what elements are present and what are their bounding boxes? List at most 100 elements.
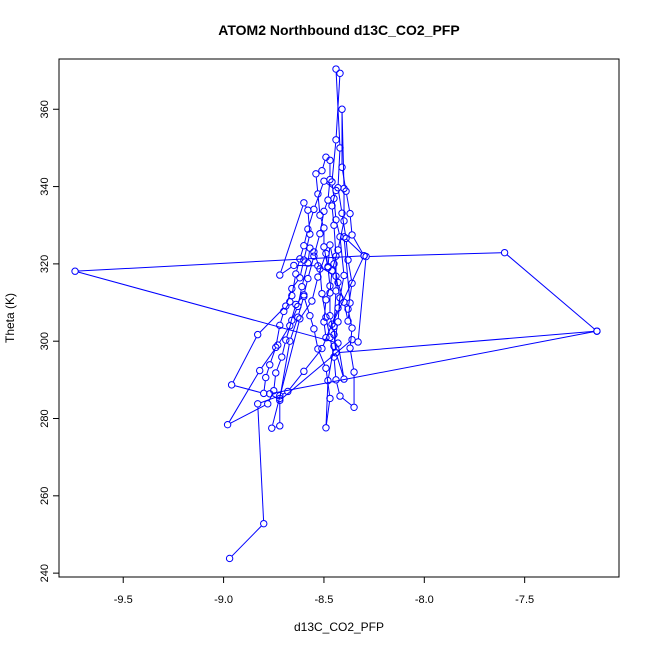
data-point — [306, 311, 314, 320]
data-point — [300, 242, 308, 250]
series-segment — [304, 299, 310, 313]
data-point — [286, 298, 294, 306]
data-point — [296, 315, 304, 323]
data-point — [314, 273, 322, 281]
data-point — [225, 554, 234, 563]
data-point — [308, 297, 316, 305]
data-point — [334, 304, 342, 312]
data-point — [500, 248, 509, 257]
y-axis-label: Theta (K) — [3, 293, 17, 343]
x-axis: -9.5 -9.0 -8.5 -8.0 -7.5 — [114, 577, 534, 606]
series-segment — [301, 303, 311, 317]
series-segment — [275, 328, 280, 345]
series-segment — [272, 322, 300, 425]
series-segment — [273, 376, 276, 388]
data-point — [296, 255, 304, 263]
data-point — [286, 337, 294, 345]
series-segment — [293, 280, 299, 287]
data-point — [336, 69, 344, 78]
series-segment — [231, 525, 262, 557]
series-segment — [323, 325, 327, 335]
series-segment — [276, 360, 282, 370]
data-point — [340, 375, 348, 383]
data-point — [310, 252, 318, 260]
series-segment — [312, 280, 318, 298]
series-segment — [310, 318, 314, 326]
data-point — [260, 519, 268, 528]
data-point — [340, 217, 348, 225]
series-segment — [257, 407, 265, 521]
series-segment — [78, 255, 361, 272]
data-point — [276, 392, 284, 400]
series-segment — [346, 194, 350, 211]
series-segment — [230, 404, 265, 424]
data-point — [300, 256, 308, 264]
data-point — [322, 313, 330, 321]
data-point — [296, 274, 304, 282]
series-segment — [279, 344, 290, 396]
data-point — [338, 209, 346, 217]
data-point — [71, 267, 79, 275]
y-tick-label: 320 — [39, 255, 51, 273]
data-point — [322, 296, 330, 304]
data-point — [300, 367, 308, 376]
data-point — [330, 221, 338, 229]
series-segment — [346, 238, 362, 254]
series-segment — [345, 241, 349, 257]
series-segment — [338, 285, 344, 299]
series-segment — [329, 274, 333, 290]
data-point — [316, 230, 324, 238]
series-segment — [290, 307, 296, 323]
series-segment — [279, 328, 289, 343]
data-point — [272, 369, 280, 377]
data-point — [322, 334, 330, 342]
data-point — [332, 252, 340, 260]
series-segment — [323, 303, 327, 319]
data-point — [362, 252, 370, 261]
data-point — [338, 105, 346, 113]
series-segment — [331, 143, 337, 179]
data-point — [276, 394, 284, 403]
series-segment — [315, 177, 319, 191]
series-segment — [307, 213, 311, 231]
chart-title: ATOM2 Northbound d13C_CO2_PFP — [218, 22, 459, 38]
series-segment — [285, 304, 289, 309]
series-segment — [320, 218, 324, 225]
data-point — [326, 394, 334, 403]
y-tick-label: 240 — [39, 564, 51, 582]
series-segment — [300, 248, 304, 256]
data-point — [314, 190, 322, 198]
data-point — [332, 349, 340, 357]
series-segment — [280, 205, 304, 272]
series-layer — [71, 65, 601, 563]
data-point — [326, 311, 334, 320]
x-axis-label: d13C_CO2_PFP — [294, 620, 384, 634]
series-segment — [318, 256, 326, 274]
data-point — [266, 361, 274, 369]
series-segment — [228, 373, 259, 422]
data-point — [328, 267, 336, 275]
data-point — [322, 424, 330, 432]
data-point — [256, 366, 264, 375]
data-point — [314, 262, 322, 270]
series-segment — [314, 236, 320, 253]
data-point — [310, 325, 318, 333]
data-point — [282, 302, 290, 310]
y-tick-label: 260 — [39, 487, 51, 505]
data-point — [318, 344, 326, 353]
data-point — [340, 233, 348, 241]
data-point — [348, 231, 356, 239]
x-tick-label: -9.0 — [214, 594, 233, 606]
data-point — [340, 184, 348, 193]
series-segment — [305, 205, 307, 208]
series-segment — [349, 217, 353, 232]
data-point — [290, 261, 298, 270]
series-segment — [282, 392, 285, 395]
data-point — [336, 392, 344, 400]
data-point — [593, 327, 601, 335]
series-segment — [324, 203, 328, 209]
data-point — [326, 282, 334, 290]
series-segment — [292, 309, 297, 318]
data-point — [324, 376, 332, 385]
